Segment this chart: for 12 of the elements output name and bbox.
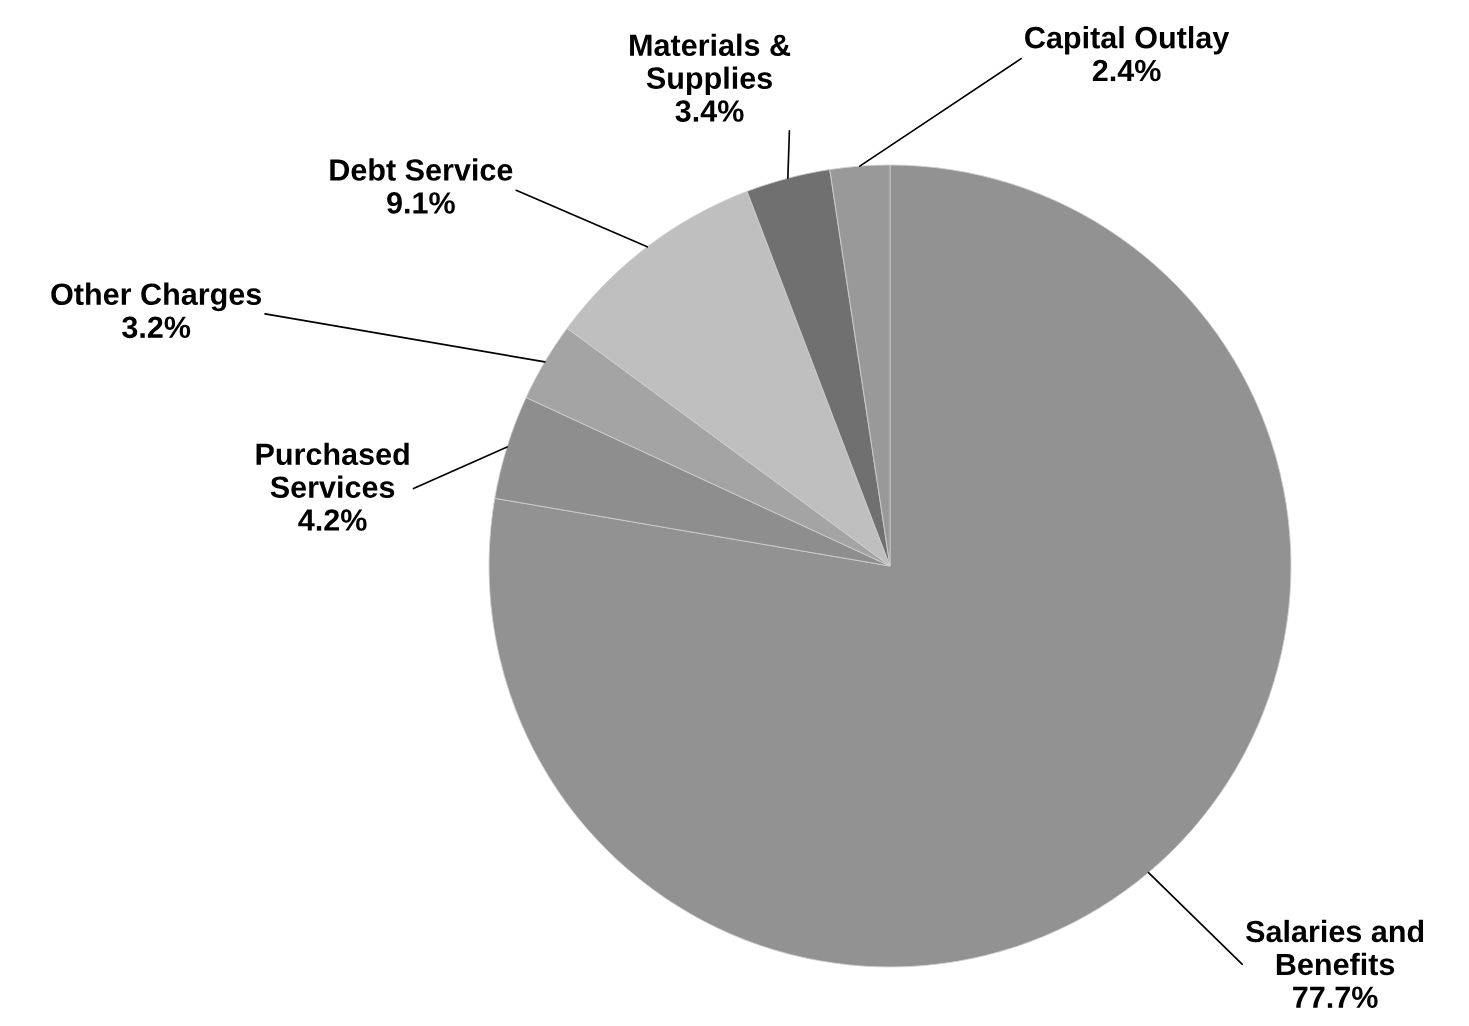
data-label: 77.7%: [1293, 986, 1378, 1009]
slice-label: Other Charges: [51, 282, 262, 312]
slice-label: Materials & Supplies: [630, 33, 791, 96]
slice-label: Purchased Services: [256, 442, 409, 499]
slice-label: Debt Service: [330, 158, 513, 181]
data-label: 9.1%: [387, 192, 455, 214]
data-label: 3.4%: [675, 100, 744, 122]
slice-label: Salaries and Benefits: [1245, 919, 1424, 976]
data-label: 3.2%: [122, 316, 191, 339]
data-label: 4.2%: [298, 509, 367, 531]
data-label: 2.4%: [1092, 59, 1161, 82]
slice-label: Capital Outlay: [1025, 26, 1230, 55]
